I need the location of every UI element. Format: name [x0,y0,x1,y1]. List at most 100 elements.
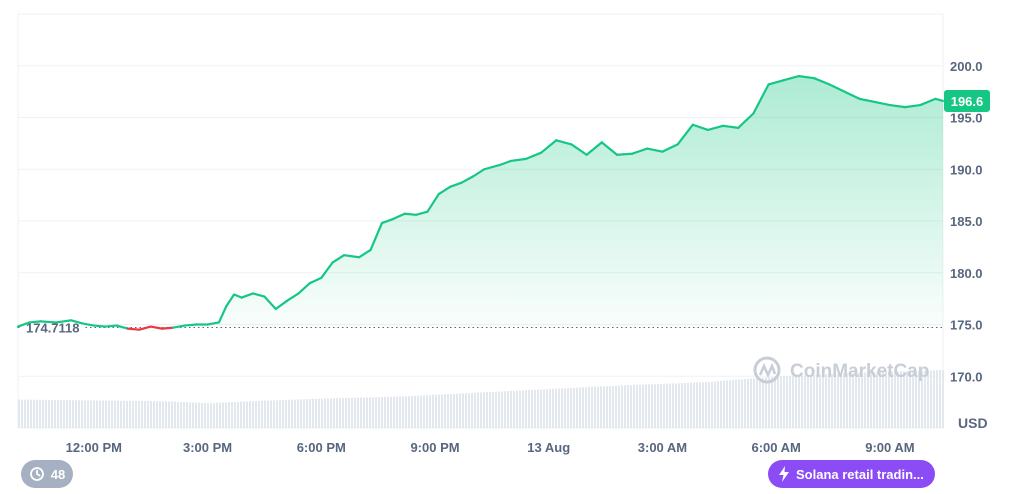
price-line-segment [251,292,266,298]
volume-bar [429,395,431,428]
volume-bar [192,402,194,428]
y-tick-label: 175.0 [950,318,983,333]
news-pill[interactable]: Solana retail tradin... [768,460,935,488]
events-badge[interactable]: 48 [21,460,73,488]
x-tick-label: 12:00 PM [66,440,122,455]
price-line-segment [39,320,58,324]
volume-bar [684,383,686,428]
price-line-segment [888,103,907,109]
volume-bar [96,400,98,428]
volume-bar [45,399,47,428]
volume-bar [18,399,20,428]
price-area [18,76,943,330]
volume-bar [759,377,761,428]
volume-bar [36,399,38,428]
volume-bar [210,403,212,428]
volume-bar [273,400,275,428]
volume-bar [597,386,599,428]
volume-bar [546,389,548,428]
volume-bar [906,371,908,428]
volume-bar [39,399,41,428]
volume-bar [132,400,134,428]
volume-bar [876,372,878,428]
x-tick-label: 3:00 AM [638,440,687,455]
volume-bar [321,398,323,428]
volume-bar [120,400,122,428]
volume-bar [660,383,662,428]
volume-bar [123,400,125,428]
volume-bar [657,384,659,428]
price-line-segment [149,325,164,330]
volume-bar [723,380,725,428]
volume-bar [675,383,677,428]
price-line-segment [767,79,785,86]
volume-bar [831,373,833,428]
price-line-segment [540,139,558,154]
volume-bar [405,396,407,428]
current-price-label: 196.6 [951,94,984,109]
volume-bar [462,393,464,428]
watermark-logo-mark [758,362,777,379]
volume-bar [750,378,752,428]
volume-bar [504,391,506,428]
price-line-segment [403,212,418,216]
volume-bar [525,390,527,428]
volume-bar [582,387,584,428]
volume-bar [198,402,200,428]
volume-bar [228,402,230,428]
volume-bar [408,396,410,428]
y-tick-label: 180.0 [950,266,983,281]
volume-bar [471,392,473,428]
price-line-segment [217,304,228,324]
volume-bar [918,370,920,428]
volume-bar [564,388,566,428]
volume-bar [867,372,869,428]
volume-bar [774,376,776,428]
volume-bar [870,372,872,428]
volume-bar [537,389,539,428]
volume-bar [786,376,788,428]
volume-bar [282,400,284,428]
volume-bar [645,384,647,428]
volume-bar [372,397,374,428]
volume-bar [324,398,326,428]
volume-bar [534,389,536,428]
price-line-segment [471,168,486,178]
volume-bar [681,383,683,428]
lightning-icon [779,466,789,482]
y-tick-label: 195.0 [950,111,983,126]
price-line-segment [631,147,649,155]
price-line-segment [524,151,543,160]
volume-bar [390,396,392,428]
events-count: 48 [50,466,66,482]
volume-bar [708,381,710,428]
y-tick-label: 170.0 [950,369,983,384]
volume-bar [156,401,158,428]
watermark: CoinMarketCap [753,356,929,384]
price-line-segment [138,325,152,331]
volume-bar [687,382,689,428]
volume-bar [177,401,179,428]
price-line-segment [320,261,334,280]
volume-bar [249,401,251,428]
volume-bar [204,403,206,428]
price-line-segment [661,143,679,153]
price-line-segment [843,90,861,100]
volume-bar [129,400,131,428]
price-line-segment [342,254,361,259]
volume-bar [498,391,500,428]
volume-bar [777,376,779,428]
volume-bar [501,391,503,428]
price-line-segment [646,147,664,153]
volume-bar [438,394,440,428]
volume-bar [375,397,377,428]
volume-bar [237,401,239,428]
volume-bar [588,387,590,428]
x-tick-label: 9:00 PM [410,440,459,455]
volume-bar [90,400,92,428]
volume-bar [924,370,926,428]
volume-bar [879,372,881,428]
volume-bar [159,401,161,428]
volume-bar [336,398,338,428]
volume-bar [354,397,356,428]
